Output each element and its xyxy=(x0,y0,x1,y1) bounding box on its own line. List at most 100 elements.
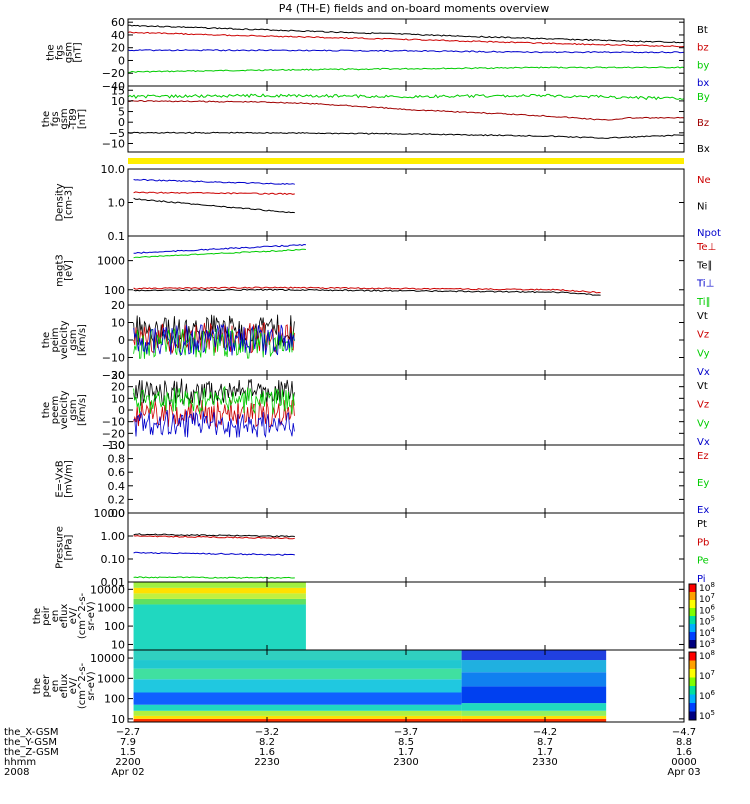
spectrogram-band xyxy=(461,703,607,711)
y-tick-label: 5 xyxy=(118,106,125,119)
y-tick-label: 0.01 xyxy=(101,576,126,589)
legend-entry: Pi xyxy=(697,574,706,585)
legend-entry: Pt xyxy=(697,519,707,530)
y-axis-label: Pressure[nPa] xyxy=(55,526,75,569)
colorbar-segment xyxy=(689,694,696,704)
panel-frame xyxy=(127,444,685,514)
y-tick-label: 1.00 xyxy=(101,530,126,543)
y-tick-label: 20 xyxy=(111,42,125,55)
y-label-line: -T89 xyxy=(68,108,79,130)
y-label-line: [km/s] xyxy=(77,394,88,426)
series-Vx xyxy=(133,409,295,439)
y-tick-label: −20 xyxy=(102,67,125,80)
y-tick-label: 15 xyxy=(111,84,125,97)
legend-entry: bx xyxy=(697,78,709,89)
x-tick-label: 1.6 xyxy=(259,747,275,758)
legend-entry: Pb xyxy=(697,537,709,548)
colorbar-segment xyxy=(689,608,696,617)
series-Bt xyxy=(127,24,685,44)
legend-entry: Bt xyxy=(697,25,708,36)
legend-entry: By xyxy=(697,92,710,103)
y-axis-label: Density[cm-3] xyxy=(55,183,75,221)
legend-entry: Ne xyxy=(697,175,711,186)
y-label-line: en xyxy=(50,610,61,623)
y-label-line: gsm xyxy=(68,329,79,350)
status-bar xyxy=(128,158,684,164)
y-label-line: Density xyxy=(55,183,66,221)
y-tick-label: 100 xyxy=(104,693,125,706)
x-tick-label: −4.7 xyxy=(672,727,696,738)
series-bz xyxy=(127,31,685,48)
y-tick-label: 30 xyxy=(111,369,125,382)
y-tick-label: 10 xyxy=(111,95,125,108)
y-label-line: gsm xyxy=(68,399,79,420)
x-tick-label: 2300 xyxy=(393,757,418,768)
y-axis-label: magt3[eV] xyxy=(55,254,75,287)
spectrogram-band xyxy=(133,679,462,693)
y-tick-label: 10 xyxy=(111,638,125,651)
y-label-line: fgs xyxy=(50,111,61,126)
y-tick-label: 0.10 xyxy=(101,553,126,566)
y-tick-label: 10 xyxy=(111,317,125,330)
y-tick-label: −10 xyxy=(102,352,125,365)
y-tick-label: 1.0 xyxy=(108,439,126,452)
legend-entry: Bz xyxy=(697,118,709,129)
series-by xyxy=(128,66,685,73)
y-tick-label: −20 xyxy=(102,369,125,382)
series-Pe xyxy=(133,576,295,579)
y-label-line: peir xyxy=(41,605,52,625)
y-label-line: peem xyxy=(50,396,61,424)
series-Bx xyxy=(127,131,685,139)
y-label-line: (cm^2-s- xyxy=(77,592,88,639)
panel-frame xyxy=(127,235,685,306)
colorbar-segment xyxy=(689,711,696,721)
spectrogram-band xyxy=(133,715,462,719)
y-label-line: peim xyxy=(50,327,61,352)
panel-4: 100 1000 magt3[eV] Te⊥ Te∥ Ti⊥ Ti∥ xyxy=(55,235,716,308)
y-tick-label: 0.6 xyxy=(108,466,126,479)
spectrogram-band xyxy=(461,710,607,716)
x-row-label: 2008 xyxy=(4,767,29,778)
legend-entry: Vt xyxy=(697,311,708,322)
legend-entry: Ni xyxy=(697,202,707,213)
spectrogram-band xyxy=(133,650,462,661)
y-tick-label: −10 xyxy=(102,137,125,150)
legend-entry: Vt xyxy=(697,381,708,392)
x-tick-label: 8.5 xyxy=(398,737,414,748)
y-label-line: [nT] xyxy=(73,42,84,62)
series-Pb xyxy=(133,535,295,540)
y-tick-label: 1000 xyxy=(97,255,125,268)
x-tick-label: 8.8 xyxy=(676,737,692,748)
colorbar-segment xyxy=(689,686,696,695)
x-row-label: the_Y-GSM xyxy=(4,737,57,748)
x-tick-label: −3.2 xyxy=(255,727,279,738)
series-Te∥ xyxy=(133,288,601,296)
legend-entry: Npot xyxy=(697,228,721,239)
y-tick-label: 10.00 xyxy=(94,507,126,520)
y-label-line: eflux xyxy=(59,674,70,699)
x-tick-label: −4.2 xyxy=(533,727,557,738)
legend-entry: Ez xyxy=(697,451,709,462)
x-tick-label: −3.7 xyxy=(394,727,418,738)
spectrogram-band xyxy=(133,604,306,650)
x-tick-label: 2330 xyxy=(532,757,557,768)
y-tick-label: 1000 xyxy=(97,672,125,685)
series-Bz xyxy=(127,99,685,121)
y-label-line: the xyxy=(32,608,43,624)
legend-entry: Ti⊥ xyxy=(696,279,714,290)
series-Ni xyxy=(133,197,295,214)
colorbar-segment xyxy=(689,616,696,625)
spectrogram-band xyxy=(461,660,607,673)
spectrogram-band xyxy=(133,704,462,711)
series-Vy xyxy=(133,385,295,415)
y-tick-label: −30 xyxy=(102,439,125,452)
y-label-line: [cm-3] xyxy=(64,186,75,219)
y-label-line: eV/ xyxy=(68,607,79,624)
colorbar-label: 106 xyxy=(699,689,715,702)
spectrogram-band xyxy=(133,598,306,605)
y-label-line: (cm^2-s- xyxy=(77,662,88,709)
legend-entry: Ex xyxy=(697,505,709,516)
